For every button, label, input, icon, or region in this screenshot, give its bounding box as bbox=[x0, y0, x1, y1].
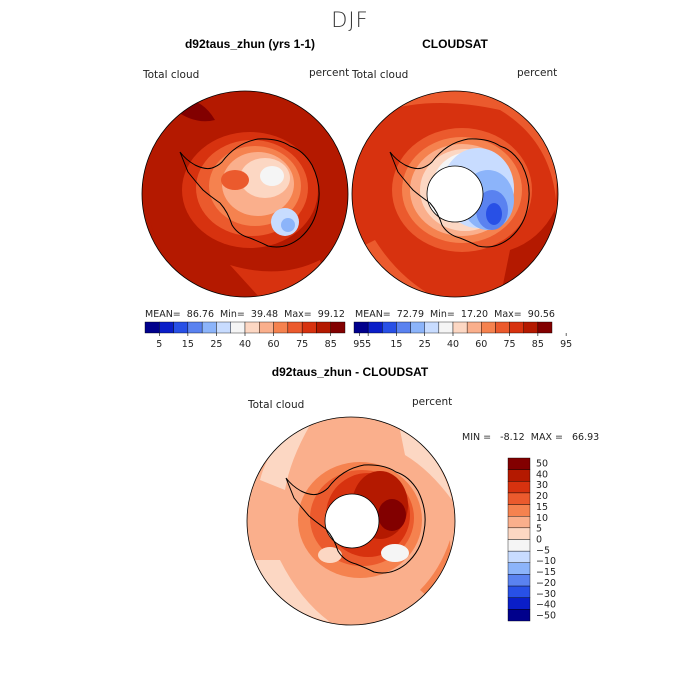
model-colorbar-swatch bbox=[230, 321, 246, 334]
obs-colorbar-swatch bbox=[396, 321, 411, 334]
model-colorbar-swatch bbox=[216, 321, 231, 334]
obs-colorbar-tick-label: 95 bbox=[560, 339, 572, 350]
diff-colorbar-swatch bbox=[507, 469, 531, 482]
diff-colorbar-tick-label: −40 bbox=[536, 600, 556, 611]
model-colorbar-swatch bbox=[187, 321, 203, 334]
diff-colorbar-swatch bbox=[507, 574, 531, 587]
model-colorbar-tick-label: 85 bbox=[325, 339, 337, 350]
diff-colorbar-swatch bbox=[507, 516, 531, 529]
model-polar-map bbox=[141, 90, 349, 298]
model-colorbar-swatch bbox=[330, 321, 346, 334]
diff-colorbar-swatch bbox=[507, 562, 531, 575]
model-colorbar-swatch bbox=[244, 321, 260, 334]
obs-colorbar-swatch bbox=[452, 321, 468, 334]
diff-units-label: percent bbox=[412, 396, 453, 408]
obs-colorbar-swatch bbox=[509, 321, 524, 334]
diff-colorbar-tick-label: −20 bbox=[536, 578, 556, 589]
diff-panel-title: d92taus_zhun - CLOUDSAT bbox=[271, 365, 429, 379]
obs-colorbar-swatch bbox=[537, 321, 553, 334]
diff-colorbar-tick-label: 40 bbox=[536, 469, 548, 480]
diff-colorbar-tick-label: 0 bbox=[536, 535, 542, 546]
model-colorbar-swatch bbox=[201, 321, 217, 334]
diff-colorbar-tick-label: 30 bbox=[536, 480, 548, 491]
obs-colorbar-tick-label: 25 bbox=[419, 339, 431, 350]
model-colorbar-swatch bbox=[173, 321, 189, 334]
obs-colorbar-swatch bbox=[367, 321, 383, 334]
model-colorbar-tick-label: 60 bbox=[268, 339, 280, 350]
model-colorbar-tick-label: 40 bbox=[239, 339, 251, 350]
obs-colorbar-tick-label: 5 bbox=[365, 339, 371, 350]
obs-panel-title: CLOUDSAT bbox=[422, 37, 488, 51]
diff-colorbar-swatch bbox=[507, 457, 531, 470]
obs-colorbar-tick-label: 15 bbox=[390, 339, 402, 350]
model-colorbar-tick-label: 25 bbox=[210, 339, 222, 350]
obs-colorbar-swatch bbox=[481, 321, 496, 334]
obs-variable-label: Total cloud bbox=[352, 69, 409, 81]
obs-colorbar-tick-label: 60 bbox=[475, 339, 487, 350]
obs-colorbar-tick-label: 85 bbox=[532, 339, 544, 350]
obs-colorbar-swatch bbox=[424, 321, 440, 334]
diff-colorbar-swatch bbox=[507, 585, 531, 598]
diff-colorbar-tick-label: −50 bbox=[536, 611, 556, 622]
diff-colorbar-swatch bbox=[507, 492, 531, 505]
diff-colorbar-tick-label: −10 bbox=[536, 556, 556, 567]
model-units-label: percent bbox=[309, 67, 350, 79]
obs-stats: MEAN= 72.79 Min= 17.20 Max= 90.56 bbox=[355, 309, 555, 320]
obs-colorbar-swatch bbox=[523, 321, 539, 334]
diff-colorbar-swatch bbox=[507, 481, 531, 494]
obs-colorbar: 5 15 25 40 60 75 85 95 bbox=[353, 321, 572, 350]
diff-colorbar-tick-label: −5 bbox=[536, 545, 550, 556]
diff-colorbar-swatch bbox=[507, 597, 531, 610]
diff-colorbar-tick-label: 5 bbox=[536, 524, 542, 535]
model-colorbar-swatch bbox=[159, 321, 174, 334]
diff-colorbar-tick-label: 10 bbox=[536, 513, 548, 524]
diff-colorbar-tick-label: 20 bbox=[536, 491, 548, 502]
diff-stats: MIN = -8.12 MAX = 66.93 bbox=[462, 432, 600, 443]
diff-colorbar-swatch bbox=[507, 504, 531, 517]
obs-colorbar-swatch bbox=[382, 321, 397, 334]
obs-colorbar-swatch bbox=[495, 321, 510, 334]
obs-polar-map bbox=[351, 90, 559, 298]
model-stats: MEAN= 86.76 Min= 39.48 Max= 99.12 bbox=[145, 309, 345, 320]
obs-colorbar-tick-label: 40 bbox=[447, 339, 459, 350]
diff-colorbar-swatch bbox=[507, 527, 531, 540]
model-colorbar-swatch bbox=[301, 321, 317, 334]
model-variable-label: Total cloud bbox=[143, 69, 200, 81]
obs-colorbar-swatch bbox=[353, 321, 369, 334]
obs-colorbar-swatch bbox=[410, 321, 425, 334]
model-colorbar-swatch bbox=[259, 321, 274, 334]
model-colorbar-swatch bbox=[287, 321, 303, 334]
diff-colorbar-tick-label: 50 bbox=[536, 458, 548, 469]
season-title: DJF bbox=[331, 8, 369, 32]
model-panel-title: d92taus_zhun (yrs 1-1) bbox=[184, 37, 316, 51]
diff-colorbar-tick-label: −15 bbox=[536, 567, 556, 578]
obs-units-label: percent bbox=[517, 67, 558, 79]
obs-colorbar-swatch bbox=[466, 321, 482, 334]
diff-colorbar-swatch bbox=[507, 550, 531, 563]
diff-variable-label: Total cloud bbox=[248, 399, 305, 411]
obs-colorbar-tick-label: 75 bbox=[504, 339, 516, 350]
model-colorbar-tick-label: 75 bbox=[296, 339, 308, 350]
diff-colorbar-swatch bbox=[507, 609, 531, 622]
diff-colorbar-swatch bbox=[507, 539, 531, 552]
obs-colorbar-swatch bbox=[438, 321, 454, 334]
diff-colorbar-tick-label: 15 bbox=[536, 502, 548, 513]
model-colorbar-tick-label: 15 bbox=[182, 339, 194, 350]
diff-colorbar-tick-label: −30 bbox=[536, 589, 556, 600]
model-colorbar: 5 15 25 40 60 75 85 95 bbox=[144, 321, 365, 350]
model-colorbar-swatch bbox=[316, 321, 331, 334]
diff-polar-map bbox=[246, 416, 456, 626]
model-colorbar-swatch bbox=[144, 321, 160, 334]
model-colorbar-swatch bbox=[273, 321, 289, 334]
model-colorbar-tick-label: 5 bbox=[156, 339, 162, 350]
model-colorbar-tick-label: 95 bbox=[353, 339, 365, 350]
